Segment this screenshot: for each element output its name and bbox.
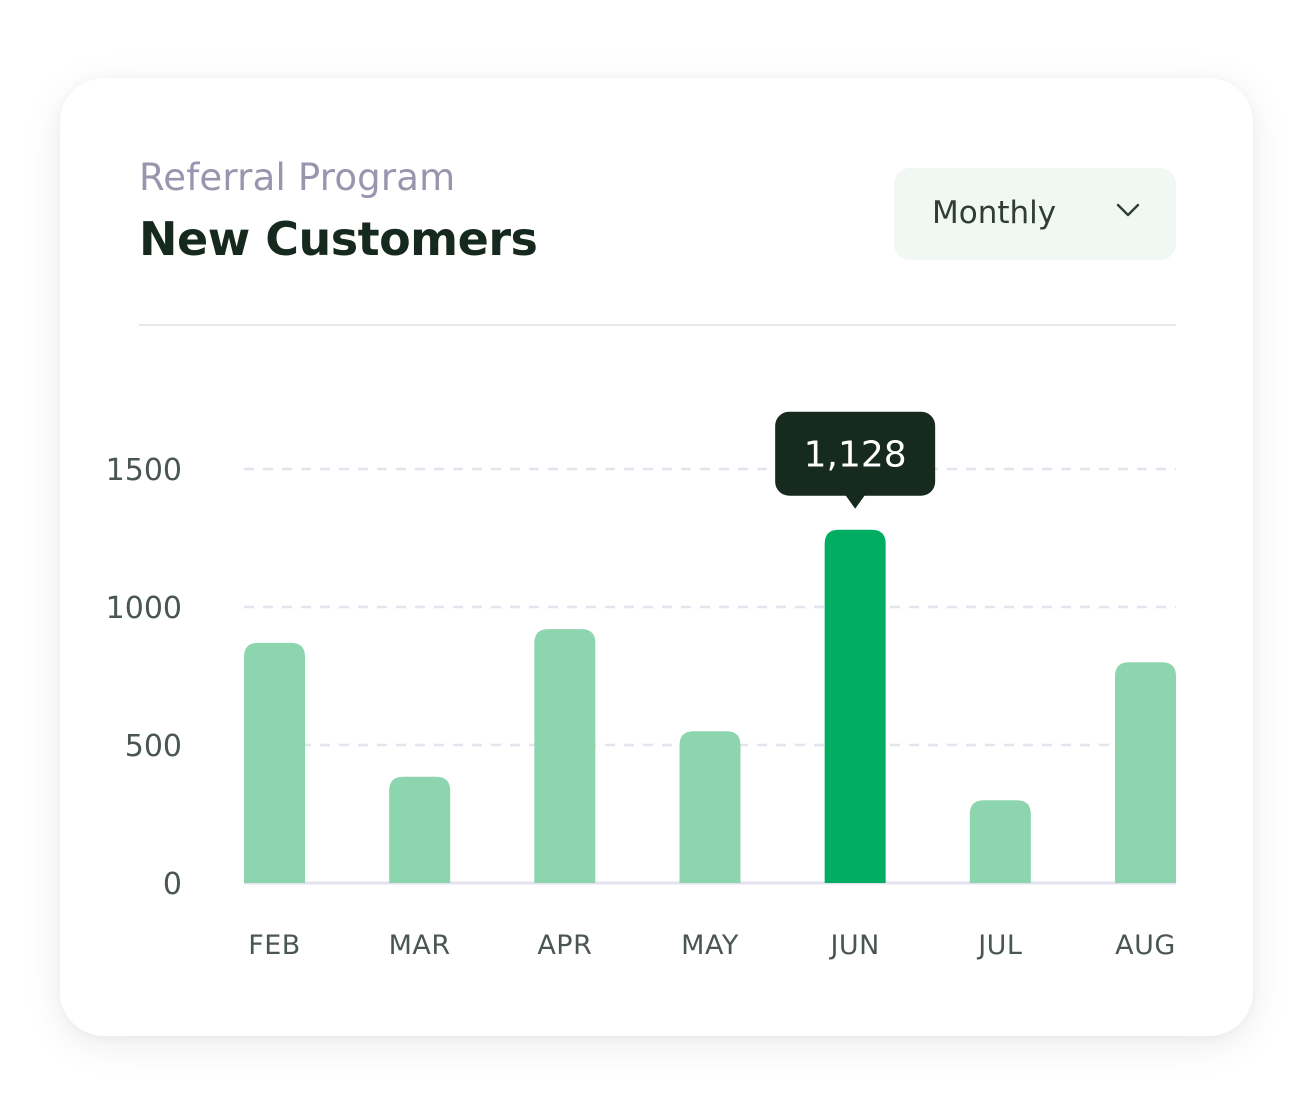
card-title: New Customers: [139, 212, 538, 266]
header-divider: [139, 324, 1176, 326]
y-tick-label: 1500: [106, 453, 182, 488]
x-tick-label: MAY: [681, 930, 739, 961]
x-tick-label: JUL: [976, 930, 1022, 961]
card-subtitle: Referral Program: [139, 156, 456, 199]
bar-feb[interactable]: [244, 642, 305, 883]
x-tick-label: APR: [537, 930, 592, 961]
bar-jun[interactable]: [824, 529, 886, 883]
period-select-value: Monthly: [932, 195, 1057, 231]
bar-aug[interactable]: [1115, 662, 1176, 883]
x-tick-label: MAR: [389, 930, 451, 961]
tooltip-pointer: [845, 494, 866, 509]
y-tick-label: 1000: [106, 591, 182, 626]
x-tick-label: AUG: [1115, 930, 1176, 961]
chevron-down-icon: [1116, 203, 1140, 217]
x-tick-label: JUN: [828, 930, 879, 961]
bar-may[interactable]: [679, 731, 741, 883]
y-tick-label: 0: [163, 867, 182, 902]
period-select[interactable]: Monthly: [894, 168, 1176, 260]
bar-jul[interactable]: [969, 800, 1031, 883]
y-tick-label: 500: [125, 729, 182, 764]
tooltip-box: [775, 411, 936, 496]
bar-mar[interactable]: [389, 776, 451, 883]
bar-apr[interactable]: [534, 629, 596, 883]
tooltip-value: 1,128: [804, 435, 907, 476]
value-tooltip: 1,128: [775, 411, 936, 509]
x-tick-label: FEB: [248, 930, 301, 961]
